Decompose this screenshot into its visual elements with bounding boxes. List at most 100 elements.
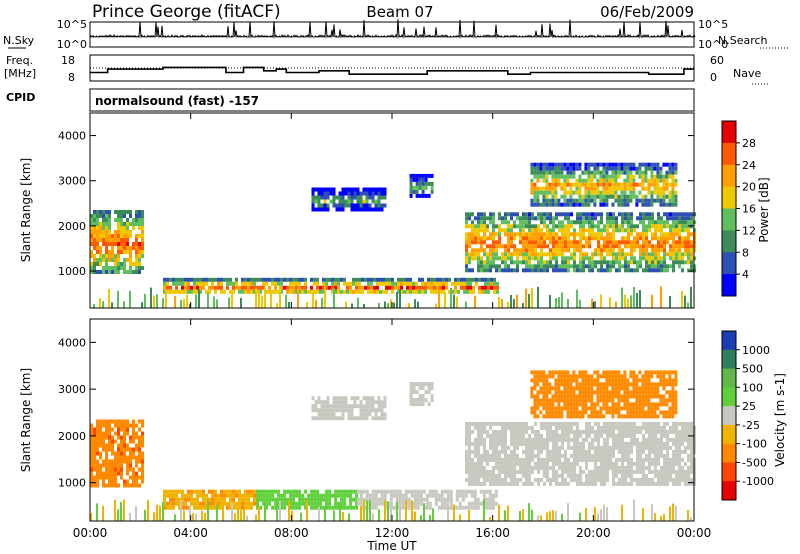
heatmap-cell	[633, 248, 636, 253]
heatmap-cell	[220, 281, 223, 286]
heatmap-cell	[569, 190, 573, 195]
heatmap-cell	[392, 493, 396, 498]
ground-scatter-cell	[438, 288, 440, 308]
heatmap-cell	[362, 199, 366, 204]
heatmap-cell	[684, 248, 687, 253]
ground-scatter-cell	[117, 509, 119, 521]
heatmap-cell	[528, 457, 531, 462]
heatmap-cell	[202, 489, 205, 494]
heatmap-cell	[600, 216, 603, 221]
ground-scatter-cell	[417, 301, 419, 308]
heatmap-cell	[123, 423, 126, 428]
heatmap-cell	[141, 463, 144, 468]
heatmap-cell	[238, 285, 241, 290]
heatmap-cell	[332, 408, 336, 413]
heatmap-cell	[612, 264, 615, 269]
heatmap-cell	[645, 248, 648, 253]
heatmap-cell	[458, 501, 462, 506]
heatmap-cell	[557, 162, 561, 167]
heatmap-cell	[575, 186, 579, 191]
heatmap-cell	[599, 182, 603, 187]
heatmap-cell	[609, 224, 612, 229]
heatmap-cell	[531, 449, 534, 454]
heatmap-cell	[645, 232, 648, 237]
ground-scatter-cell	[390, 509, 392, 521]
heatmap-cell	[570, 232, 573, 237]
heatmap-cell	[561, 465, 564, 470]
heatmap-cell	[504, 457, 507, 462]
heatmap-cell	[663, 421, 666, 426]
heatmap-cell	[678, 437, 681, 442]
heatmap-cell	[129, 439, 132, 444]
x-tick-label: 04:00	[173, 526, 208, 540]
heatmap-cell	[600, 236, 603, 241]
y-tick-label: 1000	[58, 265, 86, 278]
colorbar-segment	[722, 230, 736, 253]
heatmap-cell	[126, 230, 129, 234]
heatmap-cell	[531, 453, 534, 458]
heatmap-cell	[465, 264, 468, 269]
heatmap-cell	[579, 457, 582, 462]
heatmap-cell	[409, 193, 413, 198]
heatmap-cell	[557, 378, 561, 383]
heatmap-cell	[126, 479, 129, 484]
heatmap-cell	[561, 268, 564, 273]
heatmap-cell	[678, 224, 681, 229]
heatmap-cell	[474, 465, 477, 470]
heatmap-cell	[606, 240, 609, 245]
heatmap-cell	[474, 421, 477, 426]
heatmap-cell	[543, 469, 546, 474]
heatmap-cell	[474, 248, 477, 253]
ground-scatter-cell	[507, 301, 509, 308]
heatmap-cell	[567, 264, 570, 269]
heatmap-cell	[232, 501, 235, 506]
heatmap-cell	[338, 416, 342, 421]
heatmap-cell	[549, 429, 552, 434]
heatmap-cell	[377, 408, 381, 413]
heatmap-cell	[374, 412, 378, 417]
heatmap-cell	[117, 270, 120, 274]
heatmap-cell	[591, 445, 594, 450]
heatmap-cell	[567, 461, 570, 466]
heatmap-cell	[549, 433, 552, 438]
heatmap-cell	[498, 228, 501, 233]
heatmap-cell	[247, 277, 250, 282]
heatmap-cell	[678, 232, 681, 237]
heatmap-cell	[539, 398, 543, 403]
heatmap-cell	[489, 441, 492, 446]
heatmap-cell	[645, 425, 648, 430]
heatmap-cell	[681, 240, 684, 245]
heatmap-cell	[591, 264, 594, 269]
heatmap-cell	[546, 228, 549, 233]
heatmap-cell	[575, 394, 579, 399]
y-tick-label: 3000	[58, 383, 86, 396]
heatmap-cell	[615, 457, 618, 462]
heatmap-cell	[347, 195, 351, 200]
heatmap-cell	[412, 398, 416, 403]
heatmap-cell	[684, 469, 687, 474]
heatmap-cell	[672, 252, 675, 257]
heatmap-cell	[563, 182, 567, 187]
heatmap-cell	[590, 374, 594, 379]
heatmap-cell	[690, 481, 693, 486]
heatmap-cell	[498, 232, 501, 237]
heatmap-cell	[678, 481, 681, 486]
heatmap-cell	[612, 465, 615, 470]
heatmap-cell	[593, 382, 597, 387]
heatmap-cell	[516, 453, 519, 458]
heatmap-cell	[325, 497, 329, 502]
heatmap-cell	[413, 497, 417, 502]
heatmap-cell	[132, 222, 135, 226]
heatmap-cell	[657, 244, 660, 249]
heatmap-cell	[99, 467, 102, 472]
heatmap-cell	[102, 423, 105, 428]
heatmap-cell	[609, 236, 612, 241]
heatmap-cell	[588, 477, 591, 482]
heatmap-cell	[600, 252, 603, 257]
heatmap-cell	[588, 425, 591, 430]
heatmap-cell	[504, 449, 507, 454]
heatmap-cell	[241, 285, 244, 290]
heatmap-cell	[271, 493, 275, 498]
heatmap-cell	[671, 414, 675, 419]
heatmap-cell	[584, 166, 588, 171]
